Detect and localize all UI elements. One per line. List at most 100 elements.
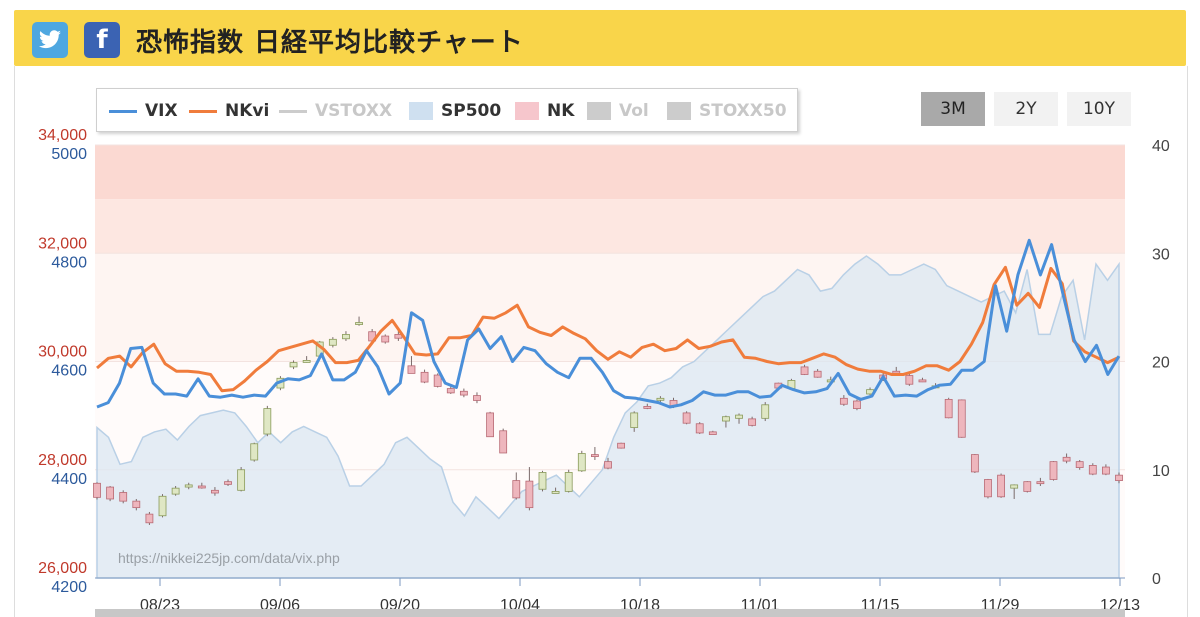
sp500-axis-tick: 5000 xyxy=(51,146,87,163)
nk-candle-down xyxy=(381,335,390,343)
nk-candle-up xyxy=(237,469,246,491)
nk-candle-down xyxy=(997,474,1005,498)
nk-candle-down xyxy=(1115,474,1123,481)
nk-candle-up xyxy=(564,472,573,492)
nk-candle-down xyxy=(748,418,757,426)
legend-item-vstoxx[interactable]: VSTOXX xyxy=(279,100,392,122)
nk-candle-down xyxy=(800,366,809,375)
nk-candle-down xyxy=(1023,481,1032,492)
nk-axis-tick: 30,000 xyxy=(38,344,87,361)
legend-item-vix[interactable]: VIX xyxy=(109,100,178,122)
vix-axis-tick: 10 xyxy=(1152,463,1170,480)
nk-candle-up xyxy=(289,362,298,368)
nk-candle-up xyxy=(577,453,586,472)
chart-legend: VIX NKvi VSTOXX SP500 NK Vol STOXX50 xyxy=(96,88,798,132)
nk-candle-down xyxy=(119,492,128,502)
nk-axis-tick: 26,000 xyxy=(38,560,87,577)
nk-candle-down xyxy=(905,375,914,385)
nk-candle-down xyxy=(1101,466,1110,475)
nk-candle-down xyxy=(604,461,612,469)
sp500-area xyxy=(96,255,1120,579)
nk-candle-down xyxy=(813,370,822,378)
nk-candle-down xyxy=(473,395,481,401)
nk-candle-down xyxy=(970,454,979,473)
nk-candle-down xyxy=(1075,461,1084,468)
nk-axis-tick: 28,000 xyxy=(38,452,87,469)
fear-band xyxy=(95,199,1125,254)
nk-candle-down xyxy=(224,481,232,485)
legend-label: NK xyxy=(547,101,575,121)
nk-candle-up xyxy=(171,487,180,495)
legend-swatch xyxy=(279,109,307,113)
twitter-bird-icon xyxy=(39,30,61,49)
sp500-axis-tick: 4400 xyxy=(51,471,87,488)
nk-candle-up xyxy=(184,484,193,488)
nk-candle-down xyxy=(446,388,455,394)
legend-label: Vol xyxy=(619,101,649,121)
legend-swatch xyxy=(667,102,691,120)
page-header: f 恐怖指数 日経平均比較チャート xyxy=(14,10,1186,66)
sp500-axis-tick: 4800 xyxy=(51,254,87,271)
navigator-scrollbar xyxy=(95,609,1125,617)
source-watermark: https://nikkei225jp.com/data/vix.php xyxy=(118,550,340,566)
nk-candle-up xyxy=(735,414,743,419)
legend-label: VSTOXX xyxy=(315,101,393,121)
nk-candle-down xyxy=(1049,461,1058,480)
nk-candle-up xyxy=(538,472,547,490)
nk-axis-tick: 32,000 xyxy=(38,235,87,252)
nk-candle-down xyxy=(145,513,154,524)
nk-candle-down xyxy=(512,480,521,499)
nk-candle-down xyxy=(420,371,429,383)
legend-label: NKvi xyxy=(225,101,270,121)
nk-candle-down xyxy=(211,489,219,494)
legend-item-vol[interactable]: Vol xyxy=(587,100,649,122)
vix-axis-tick: 30 xyxy=(1152,246,1170,263)
fear-band xyxy=(95,145,1125,200)
range-10y-button[interactable]: 10Y xyxy=(1067,92,1131,126)
facebook-icon: f xyxy=(96,25,108,55)
nk-candle-up xyxy=(342,334,350,340)
legend-item-sp500[interactable]: SP500 xyxy=(409,100,501,122)
nk-candle-down xyxy=(93,482,101,498)
nk-candle-down xyxy=(197,485,206,489)
legend-swatch xyxy=(189,109,217,113)
range-2y-button[interactable]: 2Y xyxy=(994,92,1058,126)
nk-candle-down xyxy=(106,486,115,500)
legend-swatch xyxy=(109,109,137,113)
nkvi-line xyxy=(96,265,1120,393)
nk-candle-down xyxy=(486,412,494,438)
range-3m-button[interactable]: 3M xyxy=(921,92,985,126)
facebook-share-button[interactable]: f xyxy=(84,22,120,58)
vix-line xyxy=(96,238,1121,409)
nk-candle-up xyxy=(158,495,167,517)
nk-candle-down xyxy=(617,442,626,449)
nk-candle-down xyxy=(407,365,416,374)
sp500-axis-tick: 4200 xyxy=(51,579,87,596)
twitter-share-button[interactable] xyxy=(32,22,68,58)
legend-item-nk[interactable]: NK xyxy=(515,100,574,122)
nk-candle-down xyxy=(433,374,442,387)
nk-candle-up xyxy=(328,338,337,346)
legend-item-nkvi[interactable]: NKvi xyxy=(189,100,269,122)
legend-label: STOXX50 xyxy=(699,101,787,121)
nk-candle-down xyxy=(1062,456,1071,462)
nk-candle-up xyxy=(1010,484,1019,489)
nk-candle-up xyxy=(250,443,259,461)
nk-candle-down xyxy=(695,423,704,434)
legend-item-stoxx50[interactable]: STOXX50 xyxy=(667,100,787,122)
vix-axis-tick: 20 xyxy=(1152,355,1170,372)
nk-candle-down xyxy=(1036,481,1045,485)
nk-candle-down xyxy=(984,479,992,498)
nk-candle-down xyxy=(957,399,966,438)
vix-axis-tick: 0 xyxy=(1152,571,1161,588)
nk-candle-up xyxy=(355,322,363,325)
nk-candle-down xyxy=(918,379,927,383)
nk-candle-up xyxy=(761,404,770,419)
vix-axis-tick: 40 xyxy=(1152,138,1170,155)
nk-candle-down xyxy=(643,406,652,409)
nk-candle-down xyxy=(459,390,468,396)
legend-label: SP500 xyxy=(441,101,502,121)
page-title: 恐怖指数 日経平均比較チャート xyxy=(136,28,524,58)
nk-candle-up xyxy=(630,412,639,428)
